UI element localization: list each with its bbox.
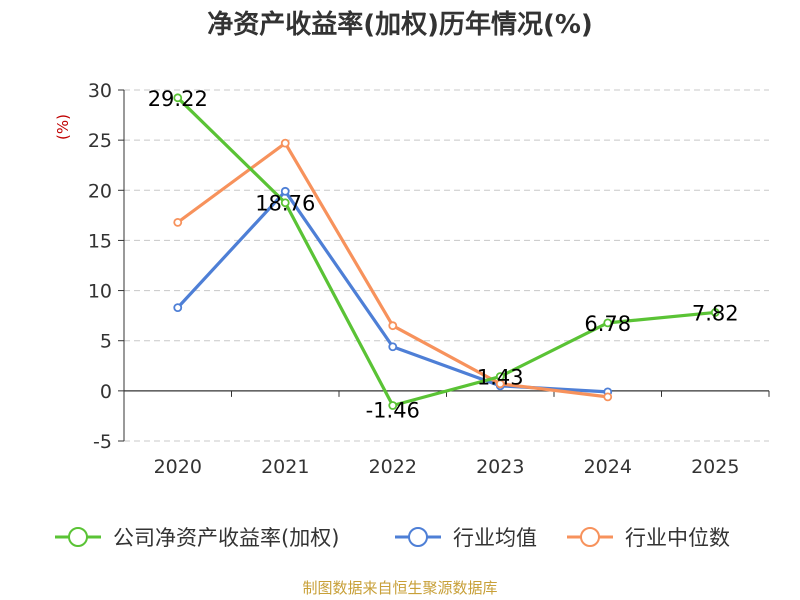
legend: 公司净资产收益率(加权) 行业均值 行业中位数 [55, 526, 730, 550]
grid-lines [124, 89, 769, 442]
data-point [280, 138, 290, 148]
data-source-note: 制图数据来自恒生聚源数据库 [302, 579, 497, 597]
data-labels: 29.22 18.76 -1.46 1.43 6.78 7.82 [148, 87, 739, 423]
data-label: 7.82 [692, 301, 739, 325]
y-tick-label: 0 [100, 381, 112, 403]
x-tick-label: 2025 [691, 456, 739, 478]
x-tick-label: 2022 [369, 456, 417, 478]
y-tick-label: 15 [88, 230, 112, 252]
series-line-0 [176, 96, 716, 408]
y-tick-label: -5 [93, 431, 112, 453]
series-line-1 [176, 189, 608, 394]
data-label: 29.22 [148, 87, 208, 111]
data-label: 6.78 [584, 312, 631, 336]
data-label: 1.43 [477, 366, 524, 390]
x-tick-label: 2020 [154, 456, 202, 478]
data-point [280, 198, 290, 208]
chart-title: 净资产收益率(加权)历年情况(%) [207, 9, 593, 40]
y-tick-label: 25 [88, 130, 112, 152]
x-tick-label: 2023 [476, 456, 524, 478]
data-point [710, 308, 720, 317]
data-point [173, 217, 183, 227]
legend-marker-1 [408, 527, 428, 547]
series-lines [173, 93, 720, 410]
x-tick-label: 2024 [584, 456, 632, 478]
y-tick-label: 5 [100, 331, 112, 353]
series-line-2 [176, 141, 608, 399]
data-label: -1.46 [366, 398, 420, 422]
data-point [280, 186, 290, 196]
x-tick-label: 2021 [261, 456, 309, 478]
data-label: 18.76 [255, 192, 315, 216]
data-point [388, 342, 398, 352]
legend-label-0: 公司净资产收益率(加权) [113, 526, 339, 550]
y-tick-label: 30 [88, 80, 112, 102]
data-point [173, 93, 183, 103]
legend-label-1: 行业均值 [453, 526, 537, 550]
data-point [388, 401, 398, 410]
data-point [603, 392, 613, 402]
data-point [495, 372, 505, 381]
legend-label-2: 行业中位数 [625, 526, 730, 550]
y-tick-label: 20 [88, 180, 112, 202]
data-point [173, 303, 183, 313]
legend-marker-0 [68, 527, 88, 547]
y-axis-label: (%) [54, 114, 72, 140]
legend-marker-2 [580, 527, 600, 547]
data-point [603, 318, 613, 328]
y-tick-label: 10 [88, 281, 112, 303]
data-point [388, 321, 398, 331]
